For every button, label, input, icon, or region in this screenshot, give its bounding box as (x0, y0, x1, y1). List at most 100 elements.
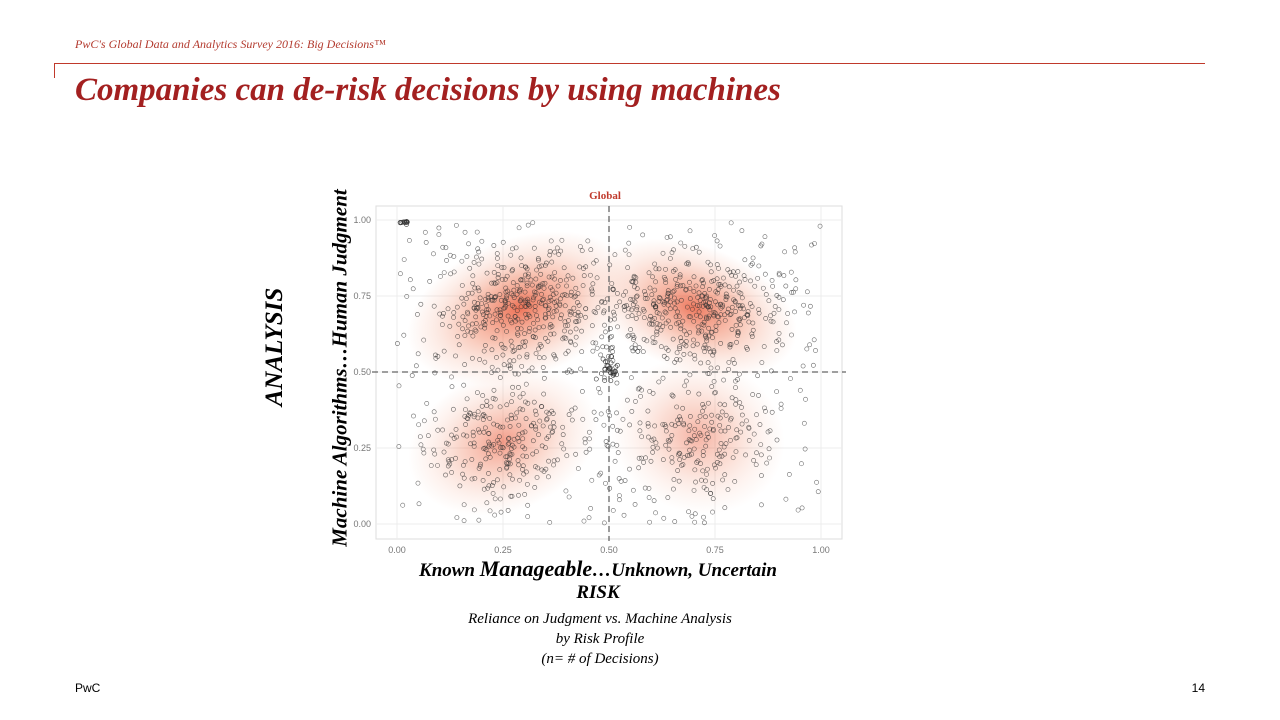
data-point (554, 308, 559, 314)
data-point (767, 455, 772, 461)
data-point (589, 477, 595, 483)
data-point (648, 458, 654, 464)
data-point (710, 426, 716, 432)
data-point (770, 319, 776, 325)
data-point (695, 458, 701, 464)
data-point (676, 421, 682, 427)
data-point (792, 249, 798, 255)
data-point (590, 340, 596, 346)
data-point (514, 308, 520, 314)
data-point (804, 289, 810, 295)
data-point (522, 331, 527, 337)
data-point (587, 436, 592, 442)
data-point (716, 447, 722, 453)
data-point (645, 421, 651, 426)
data-point (514, 283, 520, 288)
data-point (433, 416, 438, 422)
data-point (650, 444, 656, 450)
data-point (713, 390, 718, 395)
data-point (573, 293, 578, 299)
data-point (533, 424, 538, 430)
data-point (464, 254, 470, 259)
data-point (489, 280, 495, 286)
data-point (717, 243, 723, 249)
data-point (698, 432, 704, 438)
data-point (663, 442, 669, 448)
data-point (560, 336, 566, 342)
data-point (630, 487, 636, 493)
data-point (476, 288, 482, 294)
data-point (445, 306, 451, 312)
data-point (695, 303, 700, 308)
data-point (473, 328, 479, 334)
data-point (677, 272, 683, 278)
data-point (578, 312, 584, 318)
data-point (395, 341, 400, 346)
data-point (529, 365, 535, 371)
data-point (487, 416, 493, 421)
data-point (718, 284, 724, 289)
data-point (473, 314, 479, 320)
data-point (533, 426, 539, 432)
data-point (598, 371, 604, 377)
data-point (691, 301, 696, 307)
data-point (696, 290, 702, 296)
data-point (475, 301, 481, 306)
data-point (479, 238, 485, 244)
data-point (491, 270, 497, 275)
data-point (536, 432, 541, 438)
data-point (471, 260, 477, 265)
data-point (562, 328, 567, 334)
data-point (510, 280, 516, 286)
data-point (750, 261, 755, 267)
data-point (671, 477, 677, 482)
data-point (677, 457, 683, 463)
data-point (509, 399, 514, 405)
data-point (685, 304, 690, 310)
data-point (751, 431, 757, 437)
data-point (748, 278, 753, 284)
data-point (715, 290, 720, 296)
data-point (463, 296, 469, 302)
data-point (644, 338, 650, 344)
data-point (425, 433, 431, 439)
data-point (786, 472, 792, 477)
data-point (486, 483, 492, 489)
data-point (716, 314, 722, 320)
data-point (523, 416, 529, 422)
data-point (532, 408, 538, 414)
data-point (757, 422, 763, 427)
data-point (494, 251, 500, 256)
data-point (561, 265, 567, 271)
data-point (661, 515, 667, 521)
data-point (498, 310, 504, 316)
data-point (663, 280, 669, 285)
data-point (712, 233, 718, 238)
data-point (642, 296, 648, 301)
data-point (544, 416, 550, 422)
data-point (531, 399, 537, 405)
data-point (716, 266, 721, 271)
data-point (745, 312, 750, 318)
data-point (683, 286, 689, 292)
data-point (485, 485, 491, 491)
data-point (510, 348, 516, 354)
reference-lines (372, 206, 846, 541)
data-point (495, 275, 501, 281)
data-point (601, 308, 607, 314)
data-point (508, 338, 514, 344)
data-point (515, 458, 521, 463)
data-point (653, 266, 659, 272)
data-point (541, 285, 547, 291)
data-point (544, 409, 550, 415)
data-point (647, 321, 652, 327)
data-point (749, 331, 755, 337)
data-point (681, 421, 687, 426)
data-point (814, 479, 819, 485)
data-point (763, 292, 769, 297)
data-point (533, 335, 538, 340)
data-point (665, 495, 671, 500)
data-point (536, 264, 542, 270)
data-point (699, 477, 704, 483)
data-point (715, 365, 721, 371)
